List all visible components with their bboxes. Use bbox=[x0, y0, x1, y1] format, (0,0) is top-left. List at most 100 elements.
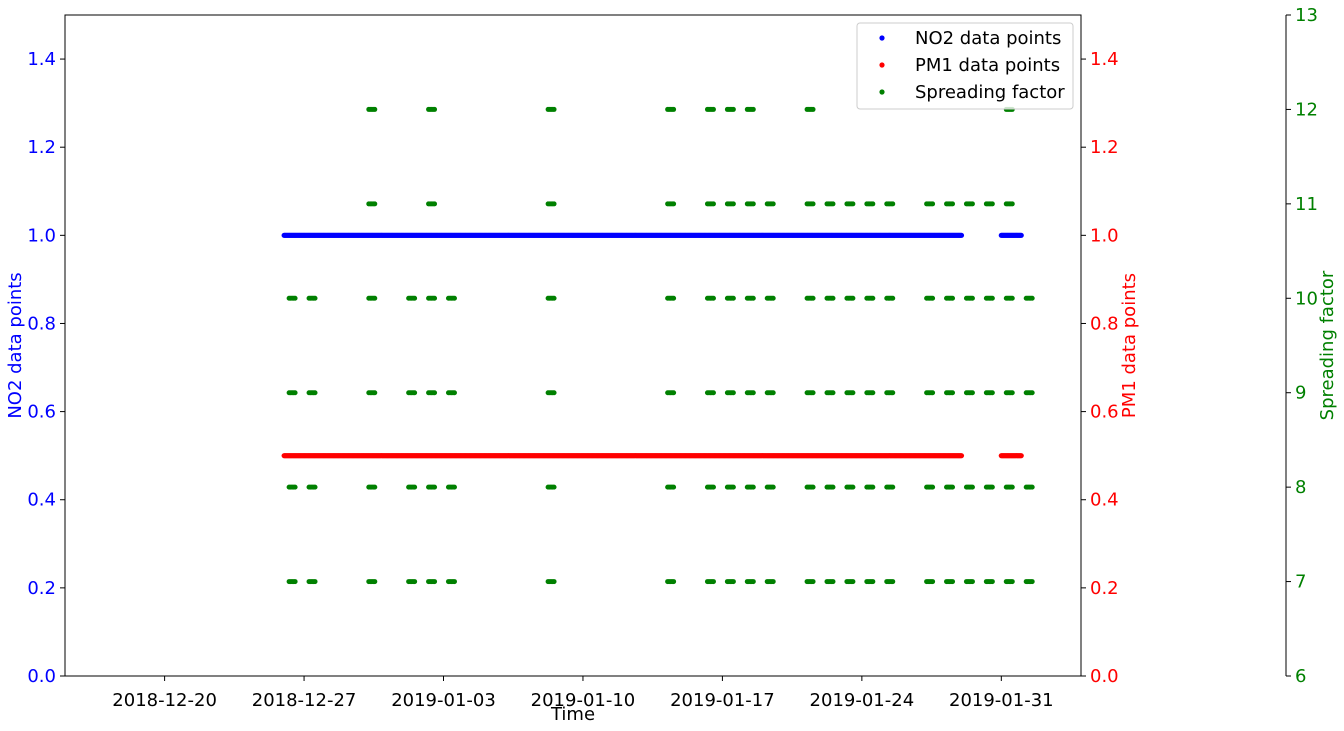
data-point bbox=[890, 390, 896, 396]
data-point bbox=[671, 390, 677, 396]
data-point bbox=[870, 484, 876, 490]
data-point bbox=[930, 201, 936, 207]
data-point bbox=[730, 201, 736, 207]
data-point bbox=[312, 579, 318, 585]
data-point bbox=[969, 295, 975, 301]
left-tick-label: 1.2 bbox=[27, 137, 56, 158]
left-axis-title: NO2 data points bbox=[5, 272, 26, 418]
data-point bbox=[412, 295, 418, 301]
x-tick-label: 2019-01-31 bbox=[949, 690, 1054, 711]
legend-box bbox=[856, 22, 1074, 110]
data-point bbox=[850, 201, 856, 207]
x-tick-label: 2019-01-10 bbox=[531, 690, 636, 711]
data-point bbox=[451, 390, 457, 396]
data-point bbox=[551, 484, 557, 490]
data-point bbox=[551, 579, 557, 585]
data-point bbox=[810, 484, 816, 490]
data-point bbox=[930, 390, 936, 396]
data-point bbox=[671, 579, 677, 585]
data-point bbox=[1009, 390, 1015, 396]
data-point bbox=[1009, 201, 1015, 207]
series-2 bbox=[286, 106, 1035, 585]
data-marks bbox=[281, 106, 1035, 585]
data-point bbox=[671, 201, 677, 207]
data-point bbox=[710, 579, 716, 585]
data-point bbox=[750, 579, 756, 585]
left-tick-label: 0.2 bbox=[27, 578, 56, 599]
data-point bbox=[950, 295, 956, 301]
x-tick-label: 2019-01-24 bbox=[810, 690, 915, 711]
data-point bbox=[312, 484, 318, 490]
data-point bbox=[750, 484, 756, 490]
data-point bbox=[750, 390, 756, 396]
data-point bbox=[930, 579, 936, 585]
data-point bbox=[412, 484, 418, 490]
data-point bbox=[1029, 390, 1035, 396]
data-point bbox=[730, 579, 736, 585]
data-point bbox=[770, 201, 776, 207]
right-tick-label: 0.0 bbox=[1090, 666, 1119, 687]
data-point bbox=[551, 390, 557, 396]
data-point bbox=[989, 579, 995, 585]
legend-label: NO2 data points bbox=[915, 28, 1061, 49]
right-tick-label: 0.6 bbox=[1090, 402, 1119, 423]
data-point bbox=[770, 295, 776, 301]
data-point bbox=[810, 579, 816, 585]
data-point bbox=[930, 484, 936, 490]
data-point bbox=[950, 579, 956, 585]
data-point bbox=[1029, 579, 1035, 585]
x-tick-label: 2018-12-20 bbox=[112, 690, 217, 711]
data-point bbox=[451, 484, 457, 490]
data-point bbox=[958, 232, 965, 238]
data-point bbox=[730, 484, 736, 490]
legend: NO2 data points PM1 data points Spreading … bbox=[856, 22, 1074, 110]
data-point bbox=[950, 201, 956, 207]
left-tick-label: 1.0 bbox=[27, 225, 56, 246]
right-tick-label: 1.4 bbox=[1090, 49, 1119, 70]
data-point bbox=[710, 390, 716, 396]
outer-tick-label: 8 bbox=[1295, 477, 1306, 498]
data-point bbox=[1009, 295, 1015, 301]
data-point bbox=[292, 295, 298, 301]
x-tick-label: 2019-01-03 bbox=[391, 690, 496, 711]
data-point bbox=[312, 390, 318, 396]
data-point bbox=[1018, 232, 1024, 238]
data-point bbox=[292, 390, 298, 396]
data-point bbox=[770, 390, 776, 396]
data-point bbox=[770, 484, 776, 490]
data-point bbox=[710, 295, 716, 301]
data-point bbox=[671, 106, 677, 112]
data-point bbox=[969, 579, 975, 585]
data-point bbox=[372, 390, 378, 396]
data-point bbox=[890, 484, 896, 490]
data-point bbox=[870, 579, 876, 585]
x-tick-label: 2019-01-17 bbox=[670, 690, 775, 711]
data-point bbox=[810, 295, 816, 301]
legend-label: PM1 data points bbox=[915, 55, 1060, 76]
x-tick-label: 2018-12-27 bbox=[252, 690, 357, 711]
legend-label: Spreading factor bbox=[915, 82, 1065, 103]
legend-marker bbox=[879, 89, 885, 95]
right-tick-label: 1.0 bbox=[1090, 225, 1119, 246]
data-point bbox=[432, 484, 438, 490]
data-point bbox=[830, 295, 836, 301]
data-point bbox=[1018, 453, 1024, 459]
outer-tick-label: 6 bbox=[1295, 666, 1306, 687]
data-point bbox=[451, 295, 457, 301]
data-point bbox=[750, 106, 756, 112]
data-point bbox=[989, 201, 995, 207]
data-point bbox=[1029, 295, 1035, 301]
data-point bbox=[969, 390, 975, 396]
series-1 bbox=[281, 453, 1024, 459]
data-point bbox=[710, 201, 716, 207]
data-point bbox=[830, 201, 836, 207]
data-point bbox=[830, 579, 836, 585]
outer-tick-label: 13 bbox=[1295, 5, 1318, 26]
data-point bbox=[750, 295, 756, 301]
x-axis-title: Time bbox=[550, 704, 595, 725]
data-point bbox=[890, 201, 896, 207]
data-point bbox=[372, 201, 378, 207]
data-point bbox=[850, 295, 856, 301]
plot-frame bbox=[64, 14, 1082, 677]
